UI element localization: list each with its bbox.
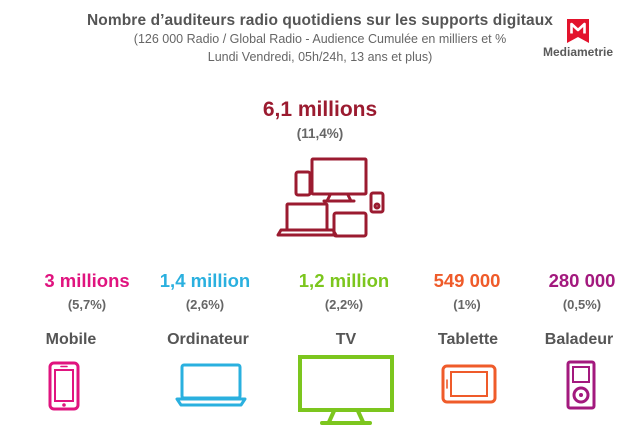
mediametrie-logo-icon <box>567 19 589 43</box>
mediametrie-logo: Mediametrie <box>532 18 624 68</box>
value-label: 280 000 <box>548 270 616 291</box>
category-label-baladeur: Baladeur <box>544 331 614 348</box>
value-label: 1,2 million <box>298 270 390 291</box>
category-tv: 1,2 million (2,2%) <box>274 270 414 312</box>
tablet-icon <box>441 364 497 404</box>
category-ordinateur: 1,4 million (2,6%) <box>135 270 275 312</box>
category-label-mobile: Mobile <box>45 331 97 348</box>
category-label-ordinateur: Ordinateur <box>167 331 249 348</box>
pct-label: (0,5%) <box>562 297 602 312</box>
tv-icon <box>298 355 394 425</box>
pct-label: (2,6%) <box>185 297 225 312</box>
total-value-label: 6,1 millions <box>262 98 378 121</box>
category-mobile: 3 millions (5,7%) <box>17 270 157 312</box>
category-tablette: 549 000 (1%) <box>397 270 537 312</box>
chart-subtitle-line-2: Lundi Vendredi, 05h/24h, 13 ans et plus) <box>207 50 433 64</box>
category-label-tv: TV <box>335 331 357 348</box>
chart-subtitle-line-1: (126 000 Radio / Global Radio - Audience… <box>133 32 507 46</box>
smartphone-icon <box>48 361 80 411</box>
chart-title: Nombre d’auditeurs radio quotidiens sur … <box>87 12 553 29</box>
total-block: 6,1 millions (11,4%) <box>0 98 640 141</box>
pct-label: (1%) <box>453 297 481 312</box>
category-baladeur: 280 000 (0,5%) <box>512 270 640 312</box>
value-label: 1,4 million <box>159 270 251 291</box>
chart-header: Nombre d’auditeurs radio quotidiens sur … <box>0 12 640 66</box>
logo-text: Mediametrie <box>542 45 614 59</box>
category-label-tablette: Tablette <box>437 331 499 348</box>
pct-label: (5,7%) <box>67 297 107 312</box>
laptop-icon <box>175 363 247 407</box>
music-player-icon <box>566 360 596 410</box>
value-label: 3 millions <box>44 270 130 291</box>
total-pct-label: (11,4%) <box>296 126 344 141</box>
pct-label: (2,2%) <box>324 297 364 312</box>
value-label: 549 000 <box>433 270 501 291</box>
